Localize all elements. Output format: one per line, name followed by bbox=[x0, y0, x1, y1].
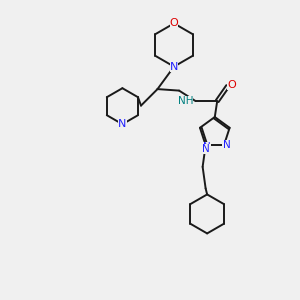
Text: NH: NH bbox=[178, 96, 193, 106]
Text: N: N bbox=[202, 144, 209, 154]
Text: N: N bbox=[118, 119, 127, 129]
Text: N: N bbox=[223, 140, 231, 150]
Text: N: N bbox=[203, 142, 211, 152]
Text: N: N bbox=[223, 140, 230, 150]
Text: N: N bbox=[170, 61, 178, 72]
Text: O: O bbox=[169, 18, 178, 28]
Text: O: O bbox=[227, 80, 236, 90]
